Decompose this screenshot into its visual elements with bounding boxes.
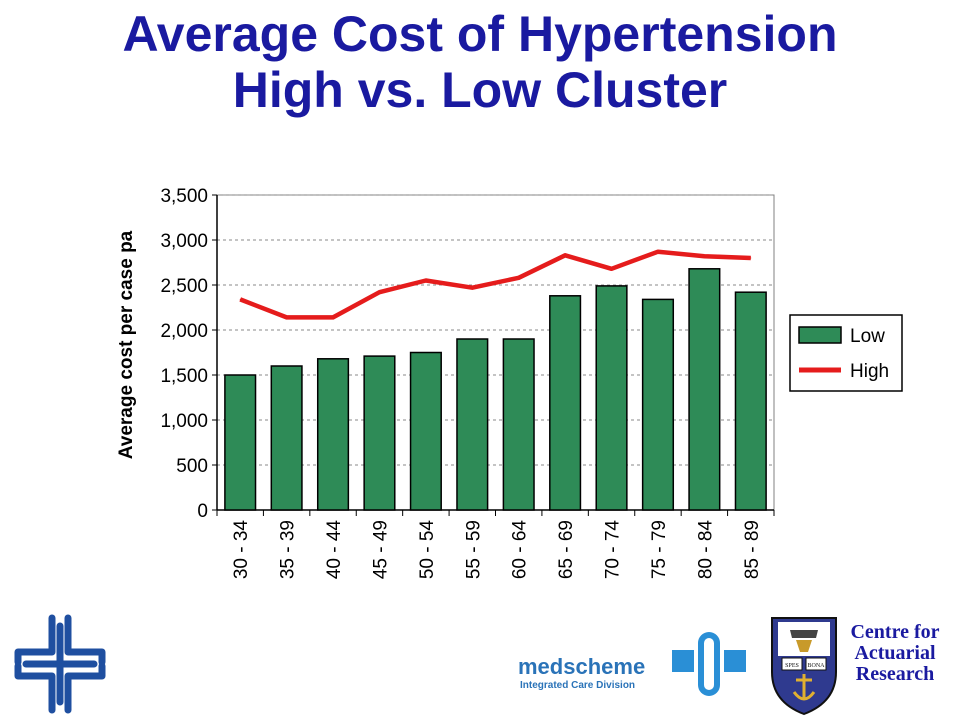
x-tick-label: 80 - 84 (695, 520, 716, 580)
line-high (239, 249, 751, 320)
legend: Low High (789, 314, 903, 392)
bar-low (316, 358, 350, 511)
point-high (703, 255, 705, 257)
university-crest-icon: SPES BONA (771, 617, 837, 716)
x-tick-label: 65 - 69 (556, 520, 577, 579)
chart: 0 500 1,000 1,500 2,000 2,500 3,000 3,500 30 - 3… (116, 186, 903, 580)
x-tick-label: 50 - 54 (417, 520, 438, 580)
point-high (611, 268, 613, 270)
cfar-line-2: Actuarial (854, 642, 936, 664)
x-tick-label: 40 - 44 (324, 520, 345, 580)
bar-low (456, 338, 489, 511)
point-high (425, 280, 427, 281)
page-title: Average Cost of Hypertension High vs. Lo… (0, 6, 960, 118)
medscheme-mark-icon (672, 632, 746, 696)
point-high (564, 254, 566, 256)
point-high (471, 287, 473, 289)
crest-text-right: BONA (807, 663, 825, 669)
bar-low (688, 268, 721, 511)
cfar-line-1: Centre for (850, 621, 940, 643)
x-tick-label: 85 - 89 (742, 520, 763, 579)
point-high (518, 277, 520, 279)
y-tick-label: 0 (197, 501, 208, 522)
y-tick-label: 2,000 (160, 321, 208, 342)
bar-low (595, 285, 628, 511)
legend-low-swatch (798, 326, 842, 344)
y-tick-label: 1,000 (160, 411, 208, 432)
y-axis-label: Average cost per case pa (116, 230, 137, 459)
point-high (239, 298, 241, 300)
x-tick-label: 45 - 49 (370, 520, 391, 579)
point-high (286, 316, 288, 318)
point-high (657, 251, 659, 253)
plot-frame (216, 194, 775, 511)
point-high (750, 257, 752, 259)
y-tick-label: 3,500 (160, 186, 208, 207)
point-high (378, 291, 380, 293)
medscheme-subtitle: Integrated Care Division (520, 680, 636, 691)
medscheme-logo-text: medscheme (518, 654, 646, 679)
title-line-1: Average Cost of Hypertension (122, 6, 838, 62)
bar-low (549, 295, 582, 511)
legend-low-label: Low (850, 326, 885, 347)
y-tick-label: 2,500 (160, 276, 208, 297)
bar-low (641, 298, 675, 511)
x-tick-label: 60 - 64 (510, 520, 531, 580)
crest-text-left: SPES (785, 663, 799, 669)
cfar-logo-text: Centre for Actuarial Research (838, 622, 952, 685)
bar-low (224, 374, 257, 511)
x-tick-label: 75 - 79 (649, 520, 670, 579)
y-tick-label: 500 (176, 456, 208, 477)
bar-low (363, 355, 396, 511)
legend-high-label: High (850, 361, 889, 382)
x-tick-label: 55 - 59 (463, 520, 484, 579)
x-tick-label: 30 - 34 (231, 520, 252, 580)
cross-logo-icon (14, 614, 106, 714)
y-tick-label: 3,000 (160, 231, 208, 252)
bar-low (734, 291, 767, 511)
cfar-line-3: Research (855, 663, 935, 685)
y-tick-label: 1,500 (160, 366, 208, 387)
title-line-2: High vs. Low Cluster (232, 62, 728, 118)
bar-low (409, 351, 442, 511)
x-tick-label: 70 - 74 (603, 520, 624, 580)
bar-low (270, 365, 303, 511)
x-tick-label: 35 - 39 (278, 520, 299, 579)
bar-low (502, 338, 535, 511)
point-high (332, 316, 334, 318)
